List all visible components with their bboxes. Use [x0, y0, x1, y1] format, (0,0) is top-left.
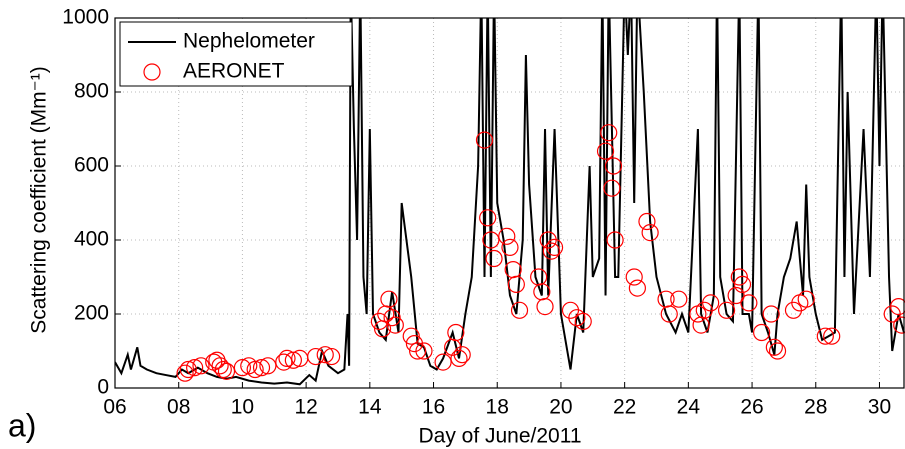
aeronet-point: [823, 327, 841, 345]
x-tick-label: 12: [294, 396, 317, 419]
aeronet-point: [889, 298, 905, 316]
aeronet-point: [192, 357, 210, 375]
y-tick-label: 1000: [62, 6, 109, 29]
aeronet-point: [383, 309, 401, 327]
aeronet-point: [604, 157, 623, 175]
aeronet-point: [730, 268, 748, 286]
aeronet-point: [475, 131, 494, 149]
aeronet-point: [316, 346, 334, 364]
y-tick-label: 400: [74, 228, 109, 251]
aeronet-point: [753, 323, 771, 342]
aeronet-point: [574, 312, 592, 330]
x-tick-label: 16: [422, 396, 445, 419]
aeronet-point: [536, 298, 554, 316]
x-tick-label: 10: [231, 396, 254, 419]
y-tick-label: 0: [97, 376, 109, 399]
x-tick-label: 14: [358, 396, 382, 419]
aeronet-point: [450, 349, 468, 367]
y-tick-label: 200: [74, 302, 109, 325]
x-tick-label: 06: [103, 396, 126, 419]
aeronet-point: [501, 238, 519, 256]
x-tick-label: 26: [740, 396, 763, 419]
aeronet-point: [545, 238, 564, 256]
aeronet-point: [482, 231, 500, 249]
aeronet-point: [278, 349, 296, 367]
x-axis-label: Day of June/2011: [418, 425, 581, 448]
aeronet-point: [638, 212, 656, 231]
aeronet-point: [765, 338, 783, 356]
aeronet-point: [233, 359, 252, 377]
aeronet-point: [485, 249, 503, 268]
aeronet-point: [657, 290, 675, 308]
aeronet-point: [768, 342, 787, 360]
aeronet-point: [628, 279, 646, 297]
aeronet-point: [797, 290, 815, 308]
aeronet-point: [409, 342, 427, 360]
nephelometer-line: [115, 18, 905, 386]
x-tick-label: 22: [613, 396, 636, 419]
x-tick-label: 20: [549, 396, 572, 419]
x-tick-label: 28: [804, 396, 827, 419]
aeronet-point: [816, 327, 834, 345]
aeronet-point: [733, 275, 752, 293]
aeronet-point: [717, 301, 736, 319]
aeronet-point: [402, 327, 420, 345]
aeronet-point: [434, 353, 452, 371]
aeronet-point: [510, 301, 529, 319]
x-tick-label: 08: [167, 396, 190, 419]
x-tick-label: 30: [868, 396, 891, 419]
y-axis-label: Scattering coefficient (Mm⁻¹): [28, 66, 51, 333]
aeronet-point: [186, 359, 204, 377]
legend-swatch: [143, 63, 161, 81]
aeronet-point: [386, 316, 404, 334]
aeronet-point: [453, 346, 471, 364]
aeronet-point: [284, 351, 302, 369]
aeronet-point: [479, 209, 497, 227]
aeronet-point: [291, 349, 309, 367]
aeronet-point: [542, 242, 560, 260]
aeronet-point: [447, 323, 465, 342]
x-tick-label: 18: [486, 396, 509, 419]
aeronet-point: [507, 275, 525, 293]
aeronet-point: [498, 227, 516, 245]
aeronet-point: [176, 364, 194, 382]
aeronet-point: [596, 142, 615, 160]
aeronet-point: [727, 286, 745, 305]
aeronet-point: [380, 290, 398, 308]
aeronet-point: [259, 357, 277, 375]
aeronet-point: [762, 305, 780, 323]
aeronet-point: [530, 268, 548, 286]
aeronet-point: [660, 305, 678, 323]
aeronet-point: [415, 342, 433, 360]
legend: Nephelometer AERONET: [119, 21, 353, 87]
aeronet-point: [670, 290, 688, 308]
aeronet-point: [246, 360, 264, 379]
aeronet-point: [641, 224, 659, 242]
aeronet-point: [702, 294, 720, 312]
y-tick-label: 600: [74, 154, 109, 177]
aeronet-point: [217, 362, 236, 380]
plot-area: [115, 18, 905, 386]
y-tick-label: 800: [74, 80, 109, 103]
panel-label: a): [8, 407, 36, 443]
axes-box: [114, 17, 905, 389]
legend-label: Nephelometer: [183, 30, 315, 53]
aeronet-point: [893, 316, 905, 334]
aeronet-point: [740, 294, 758, 312]
aeronet-point: [603, 179, 621, 197]
aeronet-point: [323, 347, 341, 366]
aeronet-point: [214, 360, 232, 379]
aeronet-point: [606, 231, 624, 249]
aeronet-point: [625, 268, 643, 286]
aeronet-point: [179, 360, 197, 379]
aeronet-point: [692, 316, 710, 334]
aeronet-point: [211, 357, 229, 375]
legend-label: AERONET: [183, 60, 285, 83]
aeronet-point: [208, 351, 226, 369]
aeronet-point: [252, 359, 271, 377]
aeronet-point: [600, 124, 618, 142]
aeronet-point: [275, 353, 293, 371]
x-tick-label: 24: [677, 396, 701, 419]
